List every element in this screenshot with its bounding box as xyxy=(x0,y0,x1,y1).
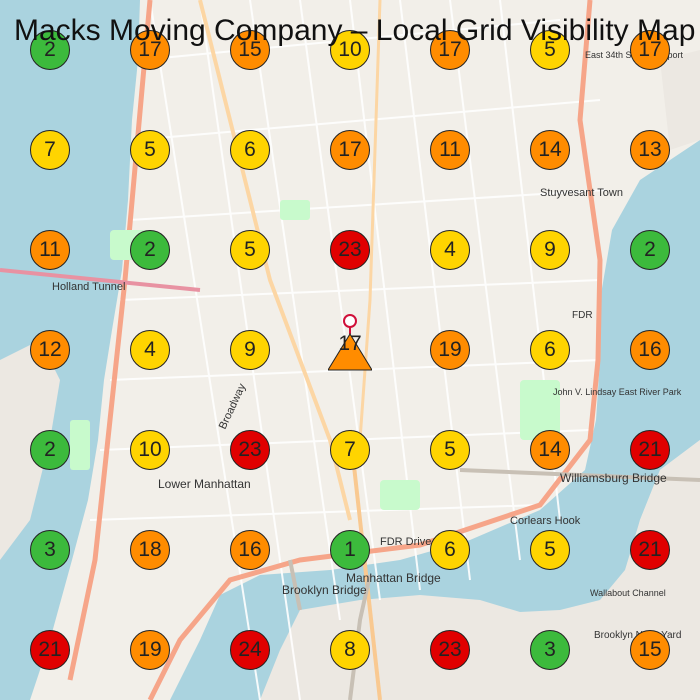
grid-rank-marker[interactable]: 11 xyxy=(30,230,70,270)
grid-rank-marker[interactable]: 7 xyxy=(30,130,70,170)
grid-rank-marker[interactable]: 15 xyxy=(230,30,270,70)
grid-rank-marker[interactable]: 5 xyxy=(530,530,570,570)
east-river-park-label: John V. Lindsay East River Park xyxy=(553,387,682,397)
fdr-drive-label: FDR Drive xyxy=(380,536,431,548)
grid-rank-marker[interactable]: 18 xyxy=(130,530,170,570)
grid-rank-marker[interactable]: 6 xyxy=(530,330,570,370)
stuyvesant-town-label: Stuyvesant Town xyxy=(540,187,623,199)
grid-rank-marker[interactable]: 13 xyxy=(630,130,670,170)
grid-rank-marker[interactable]: 19 xyxy=(130,630,170,670)
grid-rank-marker[interactable]: 4 xyxy=(130,330,170,370)
grid-rank-marker[interactable]: 6 xyxy=(430,530,470,570)
grid-rank-marker[interactable]: 5 xyxy=(130,130,170,170)
grid-rank-marker[interactable]: 21 xyxy=(630,530,670,570)
grid-rank-marker[interactable]: 6 xyxy=(230,130,270,170)
grid-rank-marker[interactable]: 17 xyxy=(130,30,170,70)
grid-rank-marker[interactable]: 5 xyxy=(430,430,470,470)
grid-rank-marker[interactable]: 3 xyxy=(530,630,570,670)
grid-rank-marker[interactable]: 5 xyxy=(530,30,570,70)
grid-rank-marker[interactable]: 23 xyxy=(230,430,270,470)
grid-rank-marker[interactable]: 12 xyxy=(30,330,70,370)
grid-rank-marker[interactable]: 8 xyxy=(330,630,370,670)
williamsburg-bridge-label: Williamsburg Bridge xyxy=(560,471,667,485)
wallabout-channel-label: Wallabout Channel xyxy=(590,588,666,598)
grid-rank-marker[interactable]: 19 xyxy=(430,330,470,370)
grid-rank-marker[interactable]: 16 xyxy=(630,330,670,370)
grid-rank-marker[interactable]: 14 xyxy=(530,430,570,470)
grid-rank-marker[interactable]: 17 xyxy=(630,30,670,70)
grid-rank-marker[interactable]: 17 xyxy=(430,30,470,70)
map-title: Macks Moving Company – Local Grid Visibi… xyxy=(14,14,696,47)
grid-rank-marker[interactable]: 5 xyxy=(230,230,270,270)
center-rank-value: 17 xyxy=(338,332,362,355)
fdr-label: FDR xyxy=(572,310,593,321)
grid-rank-marker[interactable]: 3 xyxy=(30,530,70,570)
grid-rank-marker[interactable]: 11 xyxy=(430,130,470,170)
grid-rank-marker[interactable]: 9 xyxy=(530,230,570,270)
grid-rank-marker[interactable]: 24 xyxy=(230,630,270,670)
lower-manhattan-label: Lower Manhattan xyxy=(158,477,251,491)
grid-rank-marker[interactable]: 17 xyxy=(330,130,370,170)
queens-land xyxy=(660,50,700,150)
grid-rank-marker[interactable]: 4 xyxy=(430,230,470,270)
grid-rank-marker[interactable]: 9 xyxy=(230,330,270,370)
grid-rank-marker[interactable]: 2 xyxy=(30,430,70,470)
grid-rank-marker[interactable]: 21 xyxy=(30,630,70,670)
brooklyn-land xyxy=(260,440,700,700)
grid-rank-marker[interactable]: 2 xyxy=(130,230,170,270)
hudson-river xyxy=(0,0,140,700)
grid-rank-marker[interactable]: 23 xyxy=(330,230,370,270)
center-business-marker[interactable]: 17 xyxy=(327,312,373,379)
east-river xyxy=(170,0,700,700)
grid-rank-marker[interactable]: 16 xyxy=(230,530,270,570)
grid-rank-marker[interactable]: 10 xyxy=(130,430,170,470)
grid-rank-marker[interactable]: 15 xyxy=(630,630,670,670)
corlears-hook-label: Corlears Hook xyxy=(510,515,581,527)
grid-rank-marker[interactable]: 10 xyxy=(330,30,370,70)
grid-rank-marker[interactable]: 7 xyxy=(330,430,370,470)
grid-rank-marker[interactable]: 2 xyxy=(30,30,70,70)
holland-tunnel-label: Holland Tunnel xyxy=(52,281,125,293)
location-pin-icon xyxy=(327,314,373,371)
brooklyn-bridge-label: Brooklyn Bridge xyxy=(282,583,367,597)
grid-rank-marker[interactable]: 14 xyxy=(530,130,570,170)
grid-rank-marker[interactable]: 2 xyxy=(630,230,670,270)
grid-rank-marker[interactable]: 1 xyxy=(330,530,370,570)
grid-rank-marker[interactable]: 23 xyxy=(430,630,470,670)
manhattan-bridge-label: Manhattan Bridge xyxy=(346,571,441,585)
grid-rank-marker[interactable]: 21 xyxy=(630,430,670,470)
